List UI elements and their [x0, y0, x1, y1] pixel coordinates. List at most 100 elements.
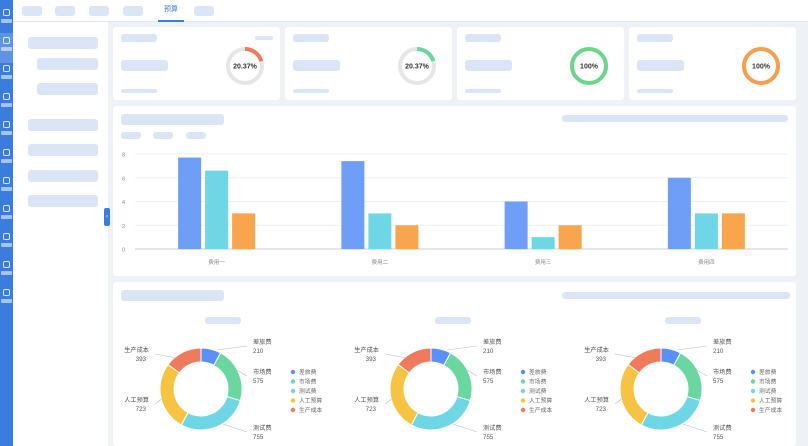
slice-label: 市场费: [713, 368, 732, 376]
nav-rail-item[interactable]: [0, 117, 13, 147]
sidebar-item[interactable]: [37, 83, 98, 95]
tab-placeholder-1[interactable]: [22, 6, 42, 16]
legend-label[interactable]: 测试费: [299, 387, 317, 395]
leader-line: [236, 369, 248, 377]
tab-budget[interactable]: 预算: [158, 4, 184, 22]
nav-rail-item[interactable]: [0, 5, 13, 35]
kpi-card-4: 100%: [629, 27, 796, 100]
donut-slice[interactable]: [159, 363, 189, 426]
kpi-ring-4: 100%: [742, 47, 780, 85]
leader-line: [676, 345, 708, 351]
nav-rail-item[interactable]: [0, 229, 13, 259]
tab-placeholder-4[interactable]: [123, 6, 143, 16]
filter-chip[interactable]: [121, 132, 141, 139]
slice-label: 测试费: [713, 424, 732, 432]
donut-slice[interactable]: [167, 347, 202, 374]
donut-slice[interactable]: [627, 347, 662, 374]
bar[interactable]: [395, 225, 419, 249]
bar[interactable]: [531, 237, 555, 249]
nav-rail-item[interactable]: [0, 257, 13, 287]
sidebar-item[interactable]: [28, 144, 98, 156]
kpi-card-2: 20.37%: [285, 27, 452, 100]
donut-slice[interactable]: [410, 396, 471, 431]
tab-placeholder-6[interactable]: [194, 6, 214, 16]
legend-label[interactable]: 差旅费: [529, 368, 547, 376]
legend-label[interactable]: 测试费: [759, 387, 777, 395]
legend-label[interactable]: 市场费: [759, 378, 777, 386]
nav-rail-icon: [3, 205, 10, 212]
slice-label: 差旅费: [253, 338, 272, 346]
nav-rail-item[interactable]: [0, 201, 13, 231]
tab-placeholder-3[interactable]: [89, 6, 109, 16]
bar[interactable]: [721, 213, 745, 249]
legend-label[interactable]: 差旅费: [299, 368, 317, 376]
sidebar-item[interactable]: [28, 119, 98, 131]
nav-rail-icon: [3, 9, 10, 16]
collapse-sidebar-button[interactable]: ‹: [104, 208, 110, 226]
nav-rail-label: [1, 131, 12, 135]
donut-slice[interactable]: [619, 363, 649, 426]
tab-placeholder-2[interactable]: [55, 6, 75, 16]
bar[interactable]: [178, 157, 202, 249]
kpi-ring-2-label: 20.37%: [405, 64, 430, 71]
nav-rail-item[interactable]: [0, 173, 13, 203]
donut-chart-3: 差旅费210市场费575测试费755人工预算723生产成本393差旅费市场费测试…: [584, 338, 782, 441]
nav-rail-item[interactable]: [0, 89, 13, 119]
slice-label: 人工预算: [354, 396, 379, 404]
legend-label[interactable]: 人工预算: [529, 397, 552, 405]
slice-label: 差旅费: [483, 338, 502, 346]
bar[interactable]: [667, 177, 691, 249]
sidebar-item[interactable]: [37, 58, 98, 70]
y-tick-label: 2: [122, 224, 125, 230]
legend-label[interactable]: 市场费: [529, 378, 547, 386]
legend-label[interactable]: 市场费: [299, 378, 317, 386]
bar[interactable]: [368, 213, 392, 249]
bar[interactable]: [558, 225, 582, 249]
donut-chart-2: 差旅费210市场费575测试费755人工预算723生产成本393差旅费市场费测试…: [354, 338, 552, 441]
donut-slice[interactable]: [389, 363, 419, 426]
leader-line: [466, 369, 478, 377]
x-tick-label: 费用二: [372, 258, 389, 266]
slice-value: 575: [483, 378, 494, 385]
slice-label: 测试费: [483, 424, 502, 432]
bar[interactable]: [205, 170, 229, 249]
top-tab-bar: 预算: [13, 0, 808, 22]
bar[interactable]: [694, 213, 718, 249]
nav-rail-label: [1, 19, 12, 23]
kpi-ring-3: 100%: [570, 47, 608, 85]
legend-dot: [290, 388, 296, 394]
bar[interactable]: [232, 213, 256, 249]
donut-slice[interactable]: [180, 396, 241, 431]
sidebar-item[interactable]: [28, 37, 98, 49]
slice-value: 723: [136, 406, 147, 413]
left-nav-rail: [0, 0, 13, 446]
nav-rail-item[interactable]: [0, 285, 13, 315]
donut-slice[interactable]: [673, 352, 703, 402]
kpi-ring-progress: [742, 47, 780, 85]
slice-value: 755: [713, 434, 724, 441]
nav-rail-label: [1, 187, 12, 191]
filter-chip[interactable]: [186, 132, 206, 139]
donut-slice[interactable]: [397, 347, 432, 374]
sidebar-item[interactable]: [28, 195, 98, 207]
bar[interactable]: [504, 201, 528, 250]
bar[interactable]: [341, 161, 365, 249]
legend-label[interactable]: 人工预算: [299, 397, 322, 405]
legend-label[interactable]: 生产成本: [299, 406, 322, 414]
legend-label[interactable]: 人工预算: [759, 397, 782, 405]
donut-slice[interactable]: [213, 352, 243, 402]
donut-slice[interactable]: [640, 396, 701, 431]
slice-label: 生产成本: [354, 346, 379, 354]
nav-rail-item[interactable]: [0, 145, 13, 175]
nav-rail-item[interactable]: [0, 61, 13, 91]
legend-label[interactable]: 生产成本: [529, 406, 552, 414]
slice-value: 755: [253, 434, 264, 441]
legend-label[interactable]: 测试费: [529, 387, 547, 395]
legend-label[interactable]: 生产成本: [759, 406, 782, 414]
legend-label[interactable]: 差旅费: [759, 368, 777, 376]
donut-slice[interactable]: [443, 352, 473, 402]
filter-chip[interactable]: [153, 132, 173, 139]
nav-rail-item[interactable]: [0, 33, 13, 63]
kpi-card-1: 20.37%: [113, 27, 280, 100]
sidebar-item[interactable]: [28, 170, 98, 182]
